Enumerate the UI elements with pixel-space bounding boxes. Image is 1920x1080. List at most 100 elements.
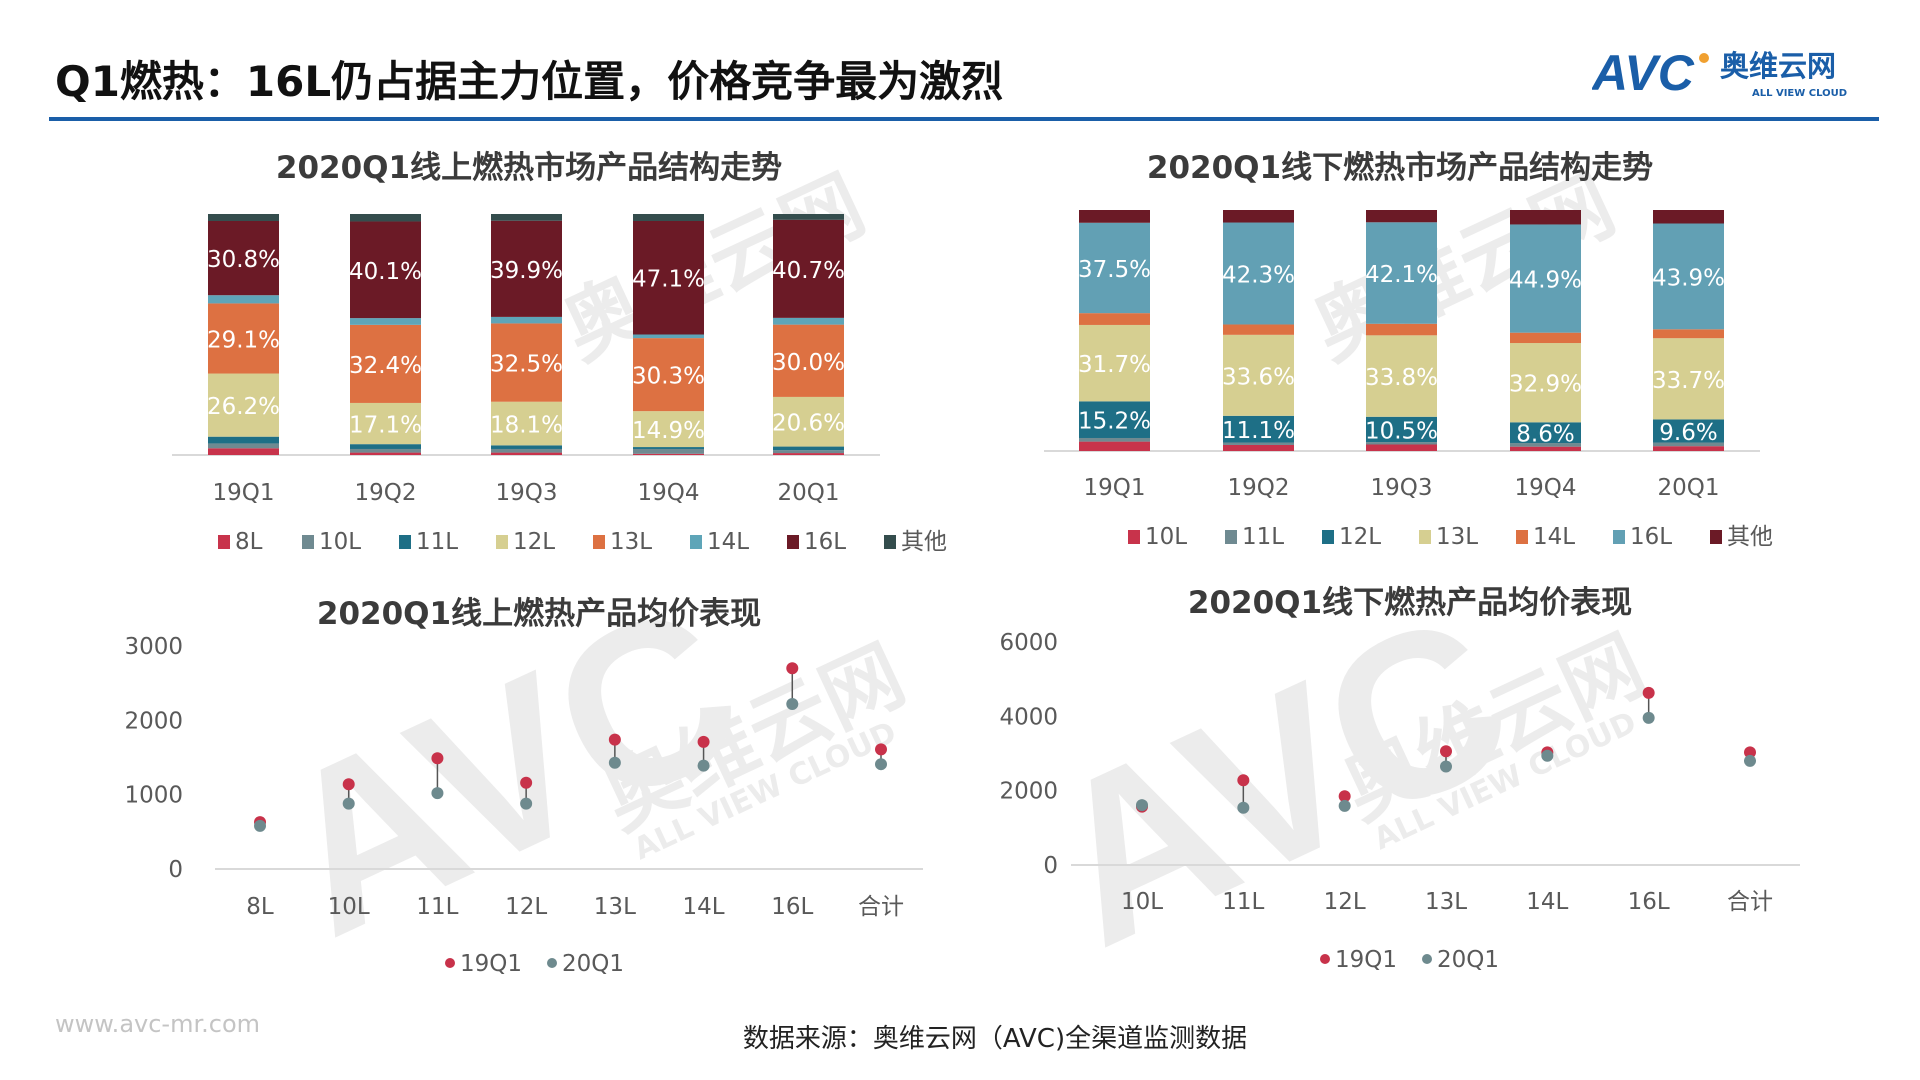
- online-price-point-19Q1-10L: [342, 778, 355, 791]
- online-structure-data-label: 14.9%: [632, 418, 705, 444]
- offline-structure-data-label: 9.6%: [1659, 420, 1717, 446]
- offline-structure-bar-segment-其他-19Q3: [1366, 210, 1437, 223]
- online-structure-data-label: 40.1%: [349, 259, 422, 285]
- online-structure-category-label: 20Q1: [777, 480, 839, 506]
- offline-structure-data-label: 33.7%: [1652, 368, 1725, 394]
- online-price-legend-item: 20Q1: [562, 951, 624, 977]
- online-structure-legend-item: 其他: [901, 529, 947, 555]
- online-price-y-tick-label: 2000: [124, 708, 183, 734]
- online-price-point-19Q1-12L: [520, 776, 533, 789]
- online-structure-data-label: 32.4%: [349, 353, 422, 379]
- offline-structure-data-label: 44.9%: [1509, 268, 1582, 294]
- offline-structure-category-label: 19Q2: [1227, 475, 1289, 501]
- title-divider: [49, 117, 1879, 121]
- offline-structure-data-label: 33.8%: [1365, 365, 1438, 391]
- offline-structure-bar-segment-其他-19Q1: [1079, 210, 1150, 223]
- online-structure-bar-segment-10L-19Q1: [208, 443, 279, 449]
- online-structure-data-label: 47.1%: [632, 267, 705, 293]
- offline-structure-data-label: 33.6%: [1222, 364, 1295, 390]
- online-structure-data-label: 26.2%: [207, 394, 280, 420]
- online-structure-legend-swatch: [593, 535, 605, 549]
- online-structure-chart: 26.2% 29.1% 30.8% 19Q1 17.1% 32.4% 40.1% 19Q2 18…: [172, 214, 947, 555]
- offline-price-y-tick-label: 0: [1043, 853, 1058, 879]
- online-structure-legend-swatch: [690, 535, 702, 549]
- online-price-point-19Q1-13L: [608, 733, 621, 746]
- offline-structure-data-label: 32.9%: [1509, 372, 1582, 398]
- online-structure-legend-item: 12L: [513, 529, 555, 555]
- offline-structure-data-label: 31.7%: [1078, 352, 1151, 378]
- online-structure-bar-segment-8L-20Q1: [773, 453, 844, 455]
- online-structure-category-label: 19Q2: [354, 480, 416, 506]
- offline-structure-legend-swatch: [1419, 530, 1431, 544]
- offline-structure-bar-segment-12L-19Q4: [1510, 422, 1581, 444]
- online-structure-legend-swatch: [399, 535, 411, 549]
- offline-structure-category-label: 19Q1: [1083, 475, 1145, 501]
- online-structure-bar-segment-8L-19Q1: [208, 448, 279, 455]
- offline-price-y-tick-label: 2000: [999, 779, 1058, 805]
- online-structure-bar-segment-16L-19Q2: [350, 221, 421, 319]
- online-price-category-label: 11L: [416, 894, 458, 920]
- offline-price-category-label: 13L: [1425, 889, 1467, 915]
- online-price-category-label: 12L: [505, 894, 547, 920]
- offline-structure-data-label: 43.9%: [1652, 265, 1725, 291]
- online-structure-bar-segment-11L-19Q1: [208, 436, 279, 444]
- offline-structure-bar-segment-11L-19Q4: [1510, 443, 1581, 447]
- online-structure-legend-swatch: [884, 535, 896, 549]
- online-price-y-tick-label: 0: [168, 857, 183, 883]
- offline-price-category-label: 合计: [1727, 889, 1773, 915]
- online-price-point-19Q1-14L: [697, 735, 710, 748]
- offline-structure-bar-segment-12L-19Q2: [1223, 415, 1294, 443]
- offline-price-category-label: 12L: [1324, 889, 1366, 915]
- online-price-legend-marker: [445, 958, 455, 968]
- offline-price-legend-marker: [1320, 954, 1330, 964]
- online-price-point-20Q1-10L: [342, 797, 355, 810]
- online-structure-data-label: 30.8%: [207, 247, 280, 273]
- offline-price-y-tick-label: 6000: [999, 630, 1058, 656]
- offline-structure-bar-segment-12L-20Q1: [1653, 419, 1724, 443]
- online-price-y-tick-label: 3000: [124, 634, 183, 660]
- offline-structure-legend-swatch: [1710, 530, 1722, 544]
- offline-structure-bar-segment-14L-19Q4: [1510, 332, 1581, 344]
- online-structure-bar-segment-13L-19Q3: [491, 323, 562, 402]
- online-structure-bar-segment-14L-19Q3: [491, 316, 562, 324]
- offline-price-legend-item: 20Q1: [1437, 947, 1499, 973]
- offline-structure-legend-item: 16L: [1630, 524, 1672, 550]
- online-structure-bar-segment-11L-20Q1: [773, 446, 844, 451]
- offline-structure-bar-segment-11L-19Q3: [1366, 442, 1437, 445]
- online-structure-legend-swatch: [496, 535, 508, 549]
- offline-price-point-20Q1-12L: [1338, 799, 1351, 812]
- online-structure-bar-segment-16L-20Q1: [773, 219, 844, 318]
- offline-structure-data-label: 42.3%: [1222, 263, 1295, 289]
- online-structure-bar-segment-12L-19Q4: [633, 411, 704, 448]
- offline-price-point-19Q1-13L: [1440, 745, 1452, 758]
- online-price-point-20Q1-14L: [697, 759, 710, 772]
- offline-structure-bar-segment-16L-19Q3: [1366, 222, 1437, 324]
- offline-structure-legend-swatch: [1322, 530, 1334, 544]
- online-structure-bar-segment-16L-19Q4: [633, 220, 704, 335]
- offline-structure-bar-segment-10L-19Q4: [1510, 446, 1581, 451]
- offline-structure-bar-segment-14L-19Q1: [1079, 313, 1150, 325]
- online-structure-bar-segment-12L-19Q1: [208, 373, 279, 437]
- offline-structure-bar-segment-11L-20Q1: [1653, 442, 1724, 447]
- footer-url: www.avc-mr.com: [55, 1010, 261, 1038]
- offline-structure-bar-segment-12L-19Q1: [1079, 401, 1150, 438]
- online-structure-bar-segment-其他-19Q3: [491, 214, 562, 221]
- online-structure-bar-segment-14L-19Q2: [350, 318, 421, 325]
- offline-structure-category-label: 19Q4: [1514, 475, 1576, 501]
- online-price-point-20Q1-8L: [254, 819, 266, 832]
- online-structure-bar-segment-11L-19Q4: [633, 447, 704, 449]
- online-structure-bar-segment-10L-20Q1: [773, 450, 844, 454]
- online-price-point-19Q1-合计: [875, 743, 887, 756]
- offline-price-point-19Q1-合计: [1744, 746, 1756, 759]
- offline-structure-legend-item: 其他: [1727, 524, 1773, 550]
- offline-price-category-label: 14L: [1526, 889, 1568, 915]
- offline-structure-category-label: 19Q3: [1370, 475, 1432, 501]
- offline-structure-bar-segment-13L-19Q4: [1510, 343, 1581, 423]
- offline-structure-legend-swatch: [1128, 530, 1140, 544]
- offline-structure-bar-segment-10L-19Q3: [1366, 444, 1437, 451]
- offline-price-point-19Q1-16L: [1642, 686, 1655, 699]
- offline-structure-bar-segment-其他-20Q1: [1653, 210, 1724, 224]
- online-structure-bar-segment-12L-20Q1: [773, 396, 844, 447]
